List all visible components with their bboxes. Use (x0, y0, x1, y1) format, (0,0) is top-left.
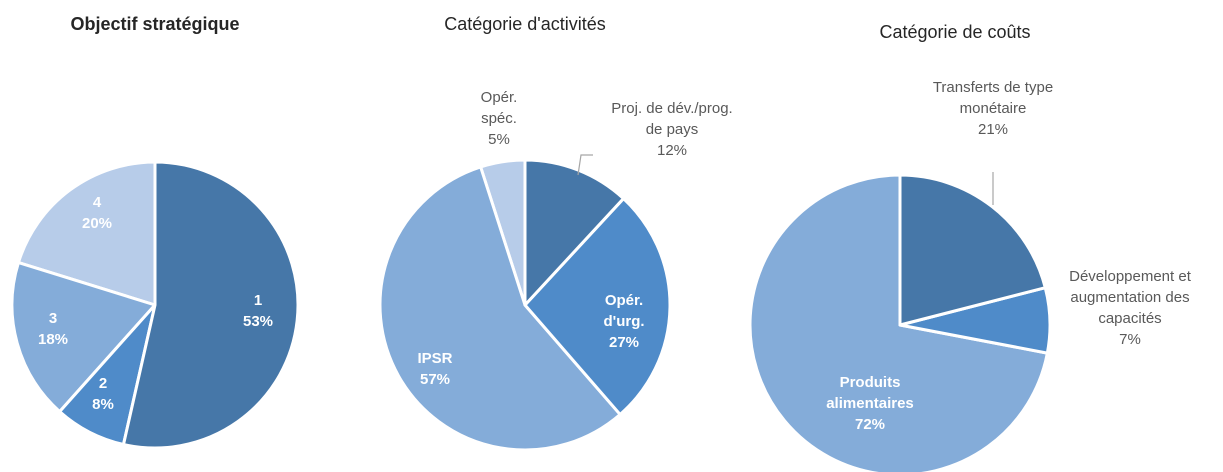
pie-slice (523, 158, 625, 307)
value-label: 72% (854, 416, 886, 433)
category: Opér. spéc. (480, 89, 518, 127)
data-label: Développement et augmentation des capaci… (1045, 266, 1215, 350)
category: 1 (253, 292, 263, 309)
pie-slice (523, 197, 672, 416)
data-label: IPSR 57% (405, 348, 465, 390)
category: Produits alimentaires (826, 374, 914, 412)
data-label: Proj. de dév./prog. de pays 12% (610, 98, 735, 161)
value-label: 5% (488, 131, 510, 148)
category: 4 (92, 194, 102, 211)
chart-title: Catégorie d'activités (444, 14, 606, 34)
pie-slice (121, 160, 300, 450)
chart-title: Objectif stratégique (70, 14, 240, 34)
data-label: 3 18% (28, 308, 78, 350)
value-label: 53% (242, 313, 274, 330)
value-label: 57% (419, 371, 451, 388)
chart-title: Catégorie de coûts (879, 22, 1031, 42)
value-label: 27% (608, 334, 640, 351)
value-label: 21% (977, 121, 1009, 138)
pie-slice (898, 173, 1047, 327)
category: 2 (98, 375, 108, 392)
pie-slice (16, 160, 157, 307)
category: Transferts de type monétaire (932, 79, 1054, 117)
data-label: Produits alimentaires 72% (805, 372, 935, 435)
value-label: 7% (1119, 331, 1141, 348)
data-label: Transferts de type monétaire 21% (918, 77, 1068, 140)
value-label: 20% (81, 215, 113, 232)
data-label: Opér. spéc. 5% (472, 87, 527, 150)
category: IPSR (417, 350, 453, 367)
value-label: 18% (37, 331, 69, 348)
category: Développement et augmentation des capaci… (1069, 268, 1191, 327)
value-label: 12% (656, 142, 688, 159)
data-label: 2 8% (78, 373, 128, 415)
data-label: 4 20% (72, 192, 122, 234)
leader-line (577, 154, 593, 176)
data-label: 1 53% (228, 290, 288, 332)
pie-slice (10, 261, 157, 414)
category: 3 (48, 310, 58, 327)
data-label: Opér. d'urg. 27% (589, 290, 659, 353)
category: Opér. d'urg. (603, 292, 645, 330)
pie-slice (378, 165, 622, 452)
value-label: 8% (92, 396, 114, 413)
category: Proj. de dév./prog. de pays (611, 100, 733, 138)
